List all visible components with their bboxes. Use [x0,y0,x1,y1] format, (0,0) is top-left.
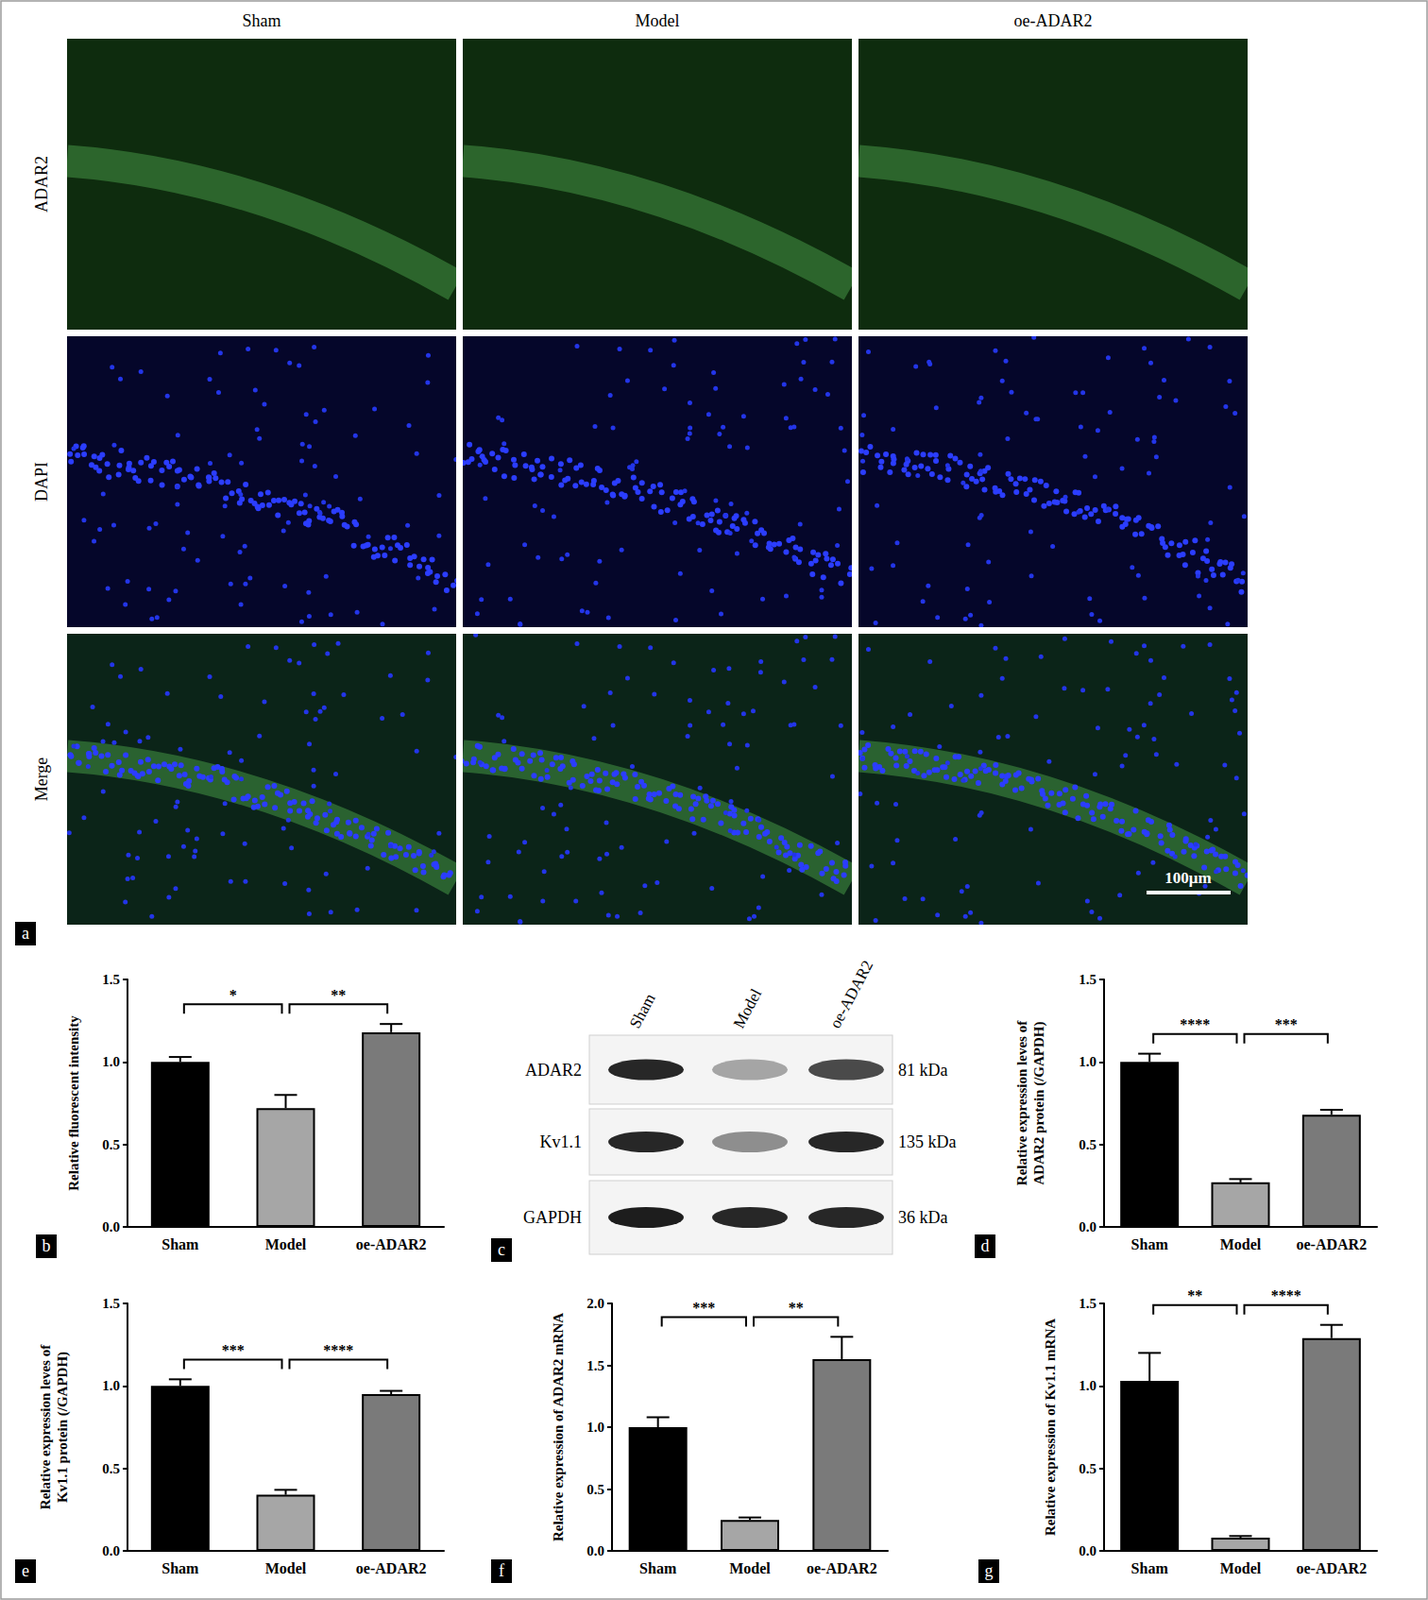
svg-text:0.0: 0.0 [1078,1219,1097,1235]
svg-text:**: ** [788,1299,804,1316]
svg-text:***: *** [221,1342,245,1359]
svg-text:Model: Model [730,986,766,1032]
svg-text:f: f [498,1561,505,1581]
svg-text:Sham: Sham [1131,1236,1170,1253]
svg-text:oe-ADAR2: oe-ADAR2 [826,957,878,1032]
svg-text:Relative expression leves of: Relative expression leves of [1014,1020,1030,1186]
svg-text:DAPI: DAPI [32,461,51,502]
svg-text:g: g [985,1561,994,1581]
svg-text:0.5: 0.5 [102,1137,120,1153]
svg-text:a: a [21,923,30,943]
svg-text:Sham: Sham [626,990,660,1032]
svg-text:Sham: Sham [161,1560,200,1577]
svg-text:Sham: Sham [639,1560,678,1577]
svg-text:1.0: 1.0 [102,1054,120,1070]
svg-text:0.0: 0.0 [102,1543,120,1559]
svg-text:1.5: 1.5 [1078,971,1097,987]
svg-text:Model: Model [265,1236,307,1253]
svg-text:Model: Model [265,1560,307,1577]
svg-text:GAPDH: GAPDH [523,1207,582,1227]
svg-text:**: ** [330,986,346,1003]
svg-text:oe-ADAR2: oe-ADAR2 [1296,1236,1368,1253]
svg-text:0.5: 0.5 [1078,1461,1097,1477]
svg-text:Relative expression leves of: Relative expression leves of [37,1343,53,1510]
svg-text:100μm: 100μm [1164,868,1211,887]
svg-text:***: *** [692,1299,715,1316]
svg-text:Model: Model [635,11,680,31]
svg-text:1.5: 1.5 [102,1295,120,1311]
svg-text:Kv1.1 protein (/GAPDH): Kv1.1 protein (/GAPDH) [54,1351,71,1503]
svg-text:1.5: 1.5 [1078,1295,1097,1311]
svg-text:oe-ADAR2: oe-ADAR2 [356,1236,427,1253]
svg-text:ADAR2: ADAR2 [525,1060,582,1080]
svg-text:2.0: 2.0 [586,1295,605,1311]
svg-text:1.0: 1.0 [586,1419,605,1435]
svg-text:d: d [981,1236,990,1256]
svg-text:ADAR2: ADAR2 [32,155,51,213]
svg-text:1.0: 1.0 [102,1377,120,1394]
svg-text:0.0: 0.0 [586,1543,605,1559]
svg-text:1.0: 1.0 [1078,1377,1097,1394]
svg-text:oe-ADAR2: oe-ADAR2 [356,1560,427,1577]
svg-text:Model: Model [1220,1236,1262,1253]
svg-text:oe-ADAR2: oe-ADAR2 [1014,11,1093,31]
svg-text:e: e [21,1561,30,1581]
svg-text:0.5: 0.5 [1078,1137,1097,1153]
svg-text:ADAR2 protein (/GAPDH): ADAR2 protein (/GAPDH) [1031,1020,1048,1185]
svg-text:****: **** [1179,1016,1210,1033]
svg-text:36 kDa: 36 kDa [898,1207,949,1227]
svg-text:c: c [497,1240,506,1259]
svg-text:****: **** [1271,1287,1302,1304]
svg-text:Sham: Sham [241,11,281,31]
svg-text:0.0: 0.0 [1078,1543,1097,1559]
svg-text:81 kDa: 81 kDa [898,1060,949,1080]
svg-text:1.5: 1.5 [586,1358,605,1374]
svg-text:135 kDa: 135 kDa [898,1132,957,1152]
svg-text:Sham: Sham [161,1236,200,1253]
svg-text:***: *** [1275,1016,1298,1033]
svg-text:1.5: 1.5 [102,971,120,987]
svg-text:oe-ADAR2: oe-ADAR2 [1296,1560,1368,1577]
svg-text:****: **** [323,1342,354,1359]
svg-text:Relative fluorescent intensity: Relative fluorescent intensity [66,1015,82,1191]
svg-text:**: ** [1187,1287,1203,1304]
svg-text:0.0: 0.0 [102,1219,120,1235]
svg-text:0.5: 0.5 [102,1461,120,1477]
svg-text:Kv1.1: Kv1.1 [540,1132,583,1152]
svg-text:oe-ADAR2: oe-ADAR2 [806,1560,878,1577]
svg-text:Model: Model [729,1560,771,1577]
svg-text:Relative expression of ADAR2 m: Relative expression of ADAR2 mRNA [550,1312,566,1542]
svg-text:b: b [42,1236,51,1256]
svg-text:Merge: Merge [32,757,51,802]
svg-text:0.5: 0.5 [586,1481,605,1497]
svg-text:*: * [229,986,238,1003]
svg-text:Sham: Sham [1131,1560,1170,1577]
svg-text:Relative expression of Kv1.1 m: Relative expression of Kv1.1 mRNA [1042,1318,1058,1536]
svg-text:Model: Model [1220,1560,1262,1577]
svg-text:1.0: 1.0 [1078,1054,1097,1070]
